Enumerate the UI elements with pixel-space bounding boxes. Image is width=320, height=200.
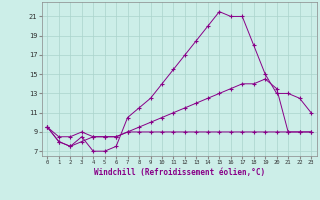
X-axis label: Windchill (Refroidissement éolien,°C): Windchill (Refroidissement éolien,°C) bbox=[94, 168, 265, 177]
